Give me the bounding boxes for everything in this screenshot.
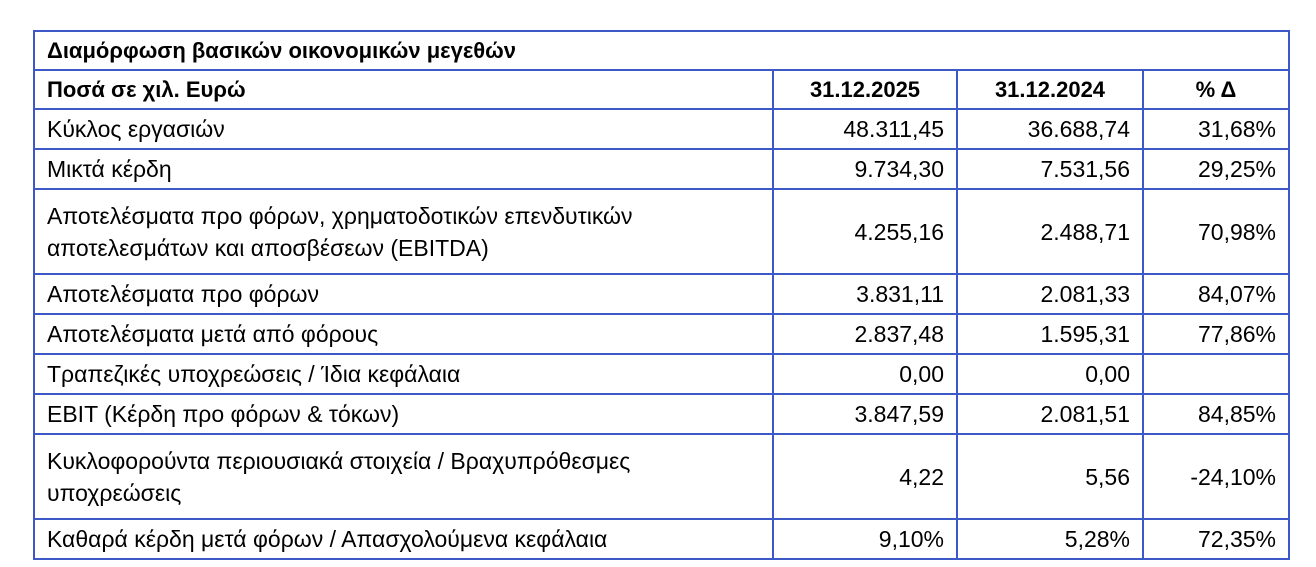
value-2025: 4.255,16 xyxy=(772,188,958,275)
value-delta: 31,68% xyxy=(1142,108,1290,150)
value-2024: 1.595,31 xyxy=(956,313,1144,355)
value-2025: 48.311,45 xyxy=(772,108,958,150)
value-2025: 3.831,11 xyxy=(772,273,958,315)
header-amounts: Ποσά σε χιλ. Ευρώ xyxy=(33,69,774,110)
value-2025: 0,00 xyxy=(772,353,958,395)
table-row: EBIT (Κέρδη προ φόρων & τόκων) 3.847,59 … xyxy=(33,393,1290,435)
row-label-line2: υποχρεώσεις xyxy=(47,479,182,506)
table-row: Αποτελέσματα μετά από φόρους 2.837,48 1.… xyxy=(33,313,1290,355)
table-title-row: Διαμόρφωση βασικών οικονομικών μεγεθών xyxy=(33,30,1290,71)
value-2024: 2.081,51 xyxy=(956,393,1144,435)
value-2024: 7.531,56 xyxy=(956,148,1144,190)
value-delta: 84,85% xyxy=(1142,393,1290,435)
header-delta: % Δ xyxy=(1142,69,1290,110)
value-delta: 29,25% xyxy=(1142,148,1290,190)
value-2025: 2.837,48 xyxy=(772,313,958,355)
value-delta xyxy=(1142,353,1290,395)
value-2024: 2.488,71 xyxy=(956,188,1144,275)
table-row: Κυκλοφορούντα περιουσιακά στοιχεία / Βρα… xyxy=(33,433,1290,520)
row-label: Αποτελέσματα προ φόρων, χρηματοδοτικών ε… xyxy=(33,188,774,275)
value-delta: 72,35% xyxy=(1142,518,1290,560)
table-row: Μικτά κέρδη 9.734,30 7.531,56 29,25% xyxy=(33,148,1290,190)
value-2024: 0,00 xyxy=(956,353,1144,395)
table-row: Αποτελέσματα προ φόρων 3.831,11 2.081,33… xyxy=(33,273,1290,315)
table-title: Διαμόρφωση βασικών οικονομικών μεγεθών xyxy=(33,30,1290,71)
row-label: Μικτά κέρδη xyxy=(33,148,774,190)
value-2024: 36.688,74 xyxy=(956,108,1144,150)
financial-summary-table: Διαμόρφωση βασικών οικονομικών μεγεθών Π… xyxy=(33,30,1290,560)
row-label: Αποτελέσματα μετά από φόρους xyxy=(33,313,774,355)
table-header-row: Ποσά σε χιλ. Ευρώ 31.12.2025 31.12.2024 … xyxy=(33,69,1290,110)
value-2024: 5,56 xyxy=(956,433,1144,520)
row-label: Αποτελέσματα προ φόρων xyxy=(33,273,774,315)
table-row: Κύκλος εργασιών 48.311,45 36.688,74 31,6… xyxy=(33,108,1290,150)
value-2025: 9,10% xyxy=(772,518,958,560)
row-label-line1: Αποτελέσματα προ φόρων, χρηματοδοτικών ε… xyxy=(47,202,633,229)
value-delta: 77,86% xyxy=(1142,313,1290,355)
value-delta: 70,98% xyxy=(1142,188,1290,275)
value-2025: 4,22 xyxy=(772,433,958,520)
row-label-line1: Κυκλοφορούντα περιουσιακά στοιχεία / Βρα… xyxy=(47,447,631,474)
header-2024: 31.12.2024 xyxy=(956,69,1144,110)
value-2024: 2.081,33 xyxy=(956,273,1144,315)
value-2025: 9.734,30 xyxy=(772,148,958,190)
row-label-line2: αποτελεσμάτων και αποσβέσεων (EBITDA) xyxy=(47,234,489,261)
row-label: Κύκλος εργασιών xyxy=(33,108,774,150)
row-label: Καθαρά κέρδη μετά φόρων / Απασχολούμενα … xyxy=(33,518,774,560)
value-delta: 84,07% xyxy=(1142,273,1290,315)
value-delta: -24,10% xyxy=(1142,433,1290,520)
table-row: Τραπεζικές υποχρεώσεις / Ίδια κεφάλαια 0… xyxy=(33,353,1290,395)
row-label: Κυκλοφορούντα περιουσιακά στοιχεία / Βρα… xyxy=(33,433,774,520)
row-label: EBIT (Κέρδη προ φόρων & τόκων) xyxy=(33,393,774,435)
table-row: Αποτελέσματα προ φόρων, χρηματοδοτικών ε… xyxy=(33,188,1290,275)
table-row: Καθαρά κέρδη μετά φόρων / Απασχολούμενα … xyxy=(33,518,1290,560)
row-label: Τραπεζικές υποχρεώσεις / Ίδια κεφάλαια xyxy=(33,353,774,395)
header-2025: 31.12.2025 xyxy=(772,69,958,110)
value-2025: 3.847,59 xyxy=(772,393,958,435)
value-2024: 5,28% xyxy=(956,518,1144,560)
